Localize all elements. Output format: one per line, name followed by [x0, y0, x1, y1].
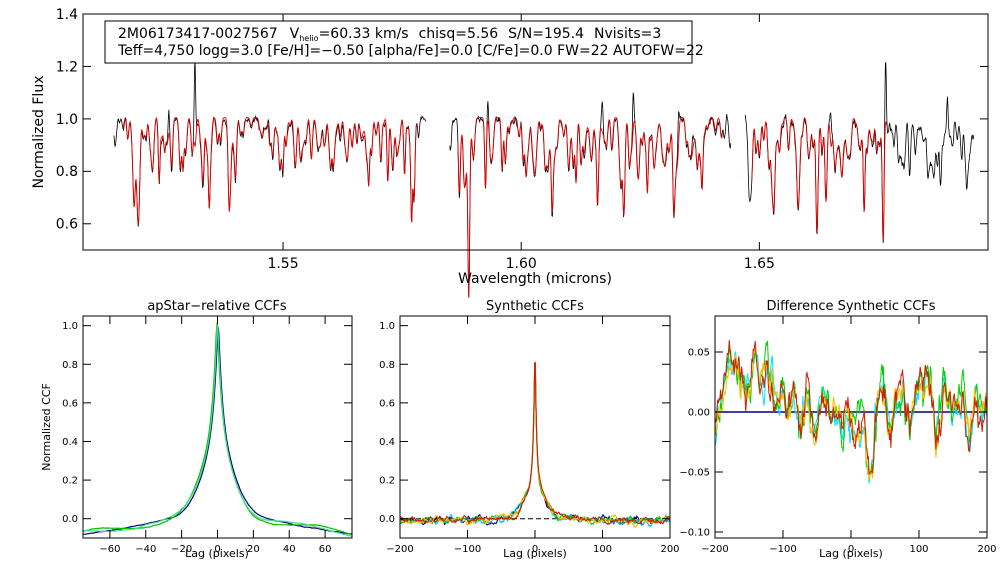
synthetic-ccf-ytick-label: 1.0: [379, 321, 395, 332]
spectrum-ylabel: Normalized Flux: [31, 76, 47, 189]
chisq-value: chisq=5.56: [419, 26, 499, 42]
apstar-ccf-xlabel: Lag (pixels): [185, 547, 249, 560]
difference-ccf-ytick-label: −0.10: [679, 528, 710, 539]
apstar-ccf-ylabel: Normalized CCF: [40, 383, 53, 471]
difference-ccf-ytick-label: 0.00: [688, 408, 710, 419]
synthetic-ccf-ytick-label: 0.8: [379, 360, 395, 371]
difference-ccf-ytick-label: 0.05: [688, 348, 710, 359]
difference-ccf-title: Difference Synthetic CCFs: [766, 299, 935, 314]
difference-ccf-line-visit-4: [714, 346, 988, 480]
spectrum-panel: 1.55 1.60 1.65 0.6 0.8 1.0 1.2 1.4 2M06173417-0…: [31, 7, 989, 298]
difference-ccf-xlabel: Lag (pixels): [819, 547, 883, 560]
difference-ccf-ticks: −200 −100 0 100 200 −0.10 −0.05 0.00 0.05: [679, 316, 997, 555]
synthetic-ccf-ytick-label: 0.2: [379, 476, 395, 487]
spectrum-ytick-label: 1.0: [56, 112, 78, 128]
vhelio-subscript: helio: [299, 34, 318, 43]
synthetic-ccf-xtick-label: −100: [454, 544, 481, 555]
synthetic-ccf-xtick-label: 100: [593, 544, 612, 555]
apstar-ccf-ytick-label: 1.0: [62, 321, 78, 332]
spectrum-plot-area: [113, 60, 975, 298]
difference-ccf-line-visit-3: [714, 340, 988, 479]
spectrum-ytick-label: 0.6: [56, 217, 78, 233]
synthetic-ccf-ytick-label: 0.6: [379, 398, 395, 409]
difference-ccf-line-visit-2: [714, 350, 988, 484]
difference-ccf-xtick-label: 100: [909, 544, 928, 555]
apstar-ccf-xtick-label: 60: [319, 544, 332, 555]
difference-ccf-xtick-label: 200: [977, 544, 996, 555]
spectrum-ytick-label: 0.8: [56, 164, 78, 180]
difference-ccf-panel: Difference Synthetic CCFs −200 −100 0 100 20…: [679, 299, 996, 560]
difference-ccf-xtick-label: −200: [701, 544, 728, 555]
vhelio-prefix: V: [290, 26, 300, 42]
spectrum-ytick-label: 1.4: [56, 7, 78, 23]
spectrum-axes-frame: [82, 13, 989, 251]
apstar-ccf-xtick-label: 40: [283, 544, 296, 555]
apstar-ccf-panel: apStar−relative CCFs −60 −40 −20 0 20 40 60 0.0…: [40, 299, 353, 560]
difference-ccf-xtick-label: 0: [848, 544, 854, 555]
synthetic-ccf-line-visit-4: [399, 365, 671, 528]
spectrum-data-line: [744, 61, 975, 244]
apstar-ccf-xtick-label: −40: [135, 544, 156, 555]
spectrum-ticks: 1.55 1.60 1.65 0.6 0.8 1.0 1.2 1.4: [56, 7, 988, 272]
info-box: [104, 20, 693, 64]
synthetic-ccf-line-visit-1: [399, 362, 671, 526]
apstar-ccf-ticks: −60 −40 −20 0 20 40 60 0.0 0.2 0.4 0.6 0.8 1.0: [62, 316, 352, 555]
spectrum-model-line: [457, 117, 723, 297]
object-id: 2M06173417-0027567: [118, 26, 278, 42]
vhelio-value: =60.33 km/s: [319, 26, 409, 42]
apstar-ccf-line-visit-3: [82, 326, 352, 537]
synthetic-ccf-panel: Synthetic CCFs −200 −100 0 100 200 0.0 0.2 0.4 0…: [379, 299, 679, 560]
synthetic-ccf-title: Synthetic CCFs: [486, 299, 584, 314]
apstar-ccf-ytick-label: 0.0: [62, 514, 78, 525]
apstar-ccf-line-visit-1: [83, 326, 353, 535]
spectrum-model-line: [122, 117, 417, 226]
synthetic-ccf-ytick-label: 0.0: [379, 514, 395, 525]
synthetic-ccf-line-visit-3: [399, 364, 671, 526]
apstar-ccf-ytick-label: 0.6: [62, 398, 78, 409]
synthetic-ccf-axes-frame: [399, 315, 671, 539]
apstar-ccf-xtick-label: −20: [171, 544, 192, 555]
synthetic-ccf-ticks: −200 −100 0 100 200 0.0 0.2 0.4 0.6 0.8 1.0: [379, 316, 680, 555]
synthetic-ccf-line-visit-5: [399, 361, 671, 525]
apstar-ccf-xtick-label: 20: [247, 544, 260, 555]
apstar-ccf-xtick-label: −60: [99, 544, 120, 555]
synthetic-ccf-xtick-label: 0: [532, 544, 538, 555]
difference-ccf-plot-area: [714, 340, 988, 484]
spectrum-xlabel: Wavelength (microns): [458, 271, 612, 287]
spectrum-data-line: [449, 92, 732, 298]
synthetic-ccf-xtick-label: −200: [386, 544, 413, 555]
apstar-ccf-ytick-label: 0.4: [62, 437, 78, 448]
spectrum-model-line: [751, 117, 887, 240]
synthetic-ccf-line-visit-2: [399, 366, 671, 528]
info-line-2: Teff=4,750 logg=3.0 [Fe/H]=−0.50 [alpha/…: [117, 43, 704, 59]
apstar-ccf-ytick-label: 0.2: [62, 476, 78, 487]
apstar-ccf-title: apStar−relative CCFs: [147, 299, 287, 314]
spectrum-ytick-label: 1.2: [56, 59, 78, 75]
apstar-ccf-plot-area: [82, 322, 353, 537]
apstar-ccf-xtick-label: 0: [214, 544, 220, 555]
difference-ccf-xtick-label: −100: [769, 544, 796, 555]
spectrum-xtick-label: 1.65: [744, 256, 775, 272]
spectrum-xtick-label: 1.60: [506, 256, 537, 272]
apstar-ccf-ytick-label: 0.8: [62, 360, 78, 371]
apstar-ccf-line-visit-2: [82, 322, 353, 536]
difference-ccf-line-visit-5: [714, 340, 988, 475]
synthetic-ccf-xtick-label: 200: [660, 544, 679, 555]
info-line-1: 2M06173417-0027567 Vhelio=60.33 km/s chisq…: [118, 26, 661, 43]
synthetic-ccf-xlabel: Lag (pixels): [503, 547, 567, 560]
nvisits-value: Nvisits=3: [594, 26, 661, 42]
synthetic-ccf-plot-area: [399, 361, 671, 528]
snr-value: S/N=195.4: [508, 26, 584, 42]
difference-ccf-ytick-label: −0.05: [679, 468, 710, 479]
spectrum-xtick-label: 1.55: [267, 256, 298, 272]
synthetic-ccf-ytick-label: 0.4: [379, 437, 395, 448]
